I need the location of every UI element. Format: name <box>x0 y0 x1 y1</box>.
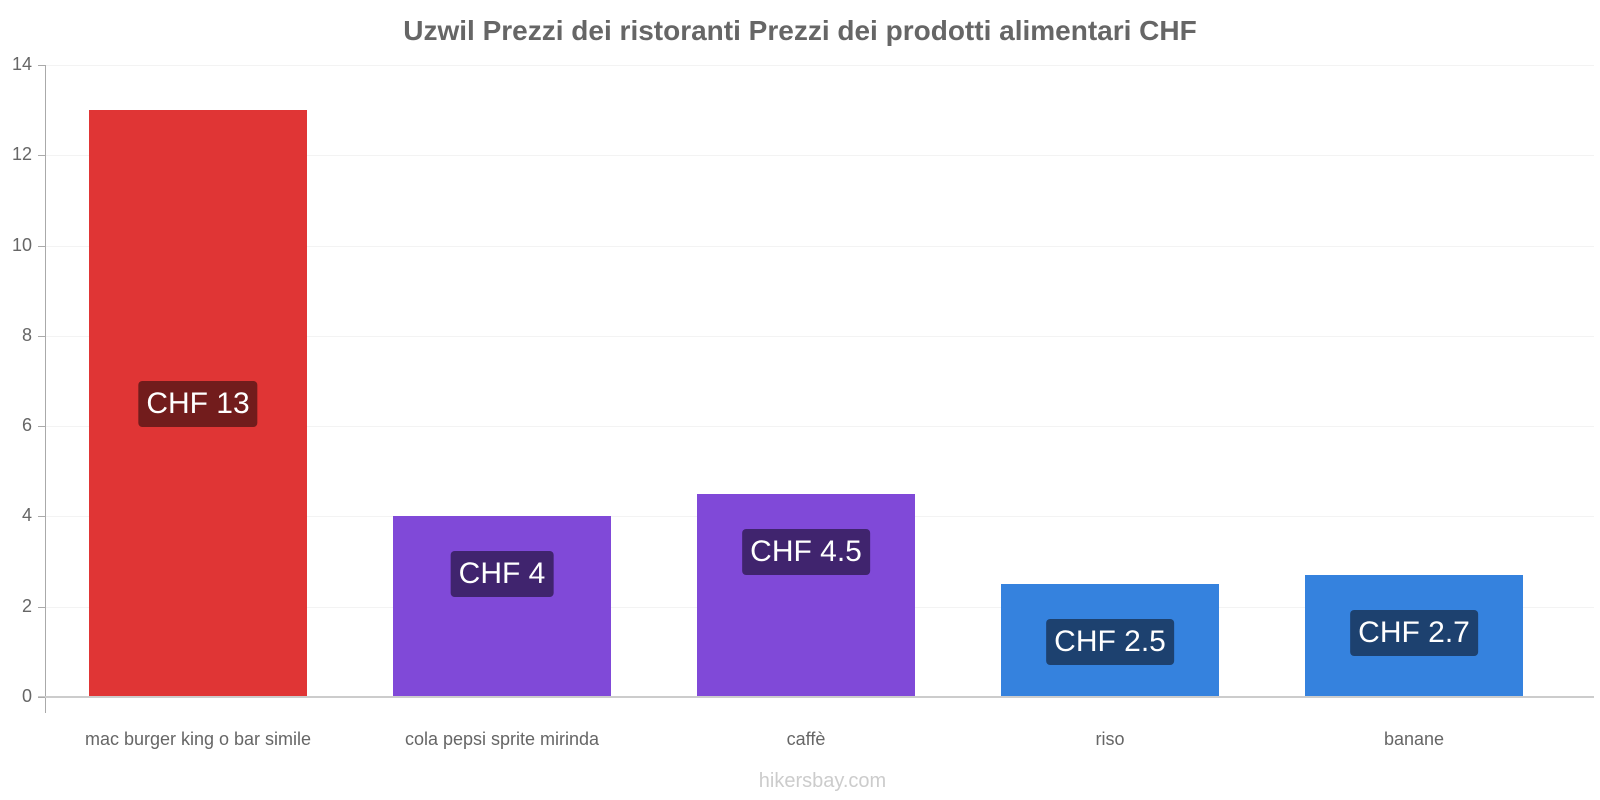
bar-value-label: CHF 13 <box>138 380 258 427</box>
credit-watermark: hikersbay.com <box>758 770 887 792</box>
y-tick-label: 4 <box>21 505 32 526</box>
x-axis-line <box>38 696 1594 698</box>
gridline <box>46 335 1594 337</box>
x-tick-label: mac burger king o bar simile <box>84 729 312 749</box>
plot-area <box>46 65 1594 697</box>
y-tick-label: 10 <box>11 234 32 255</box>
gridline <box>46 65 1594 66</box>
y-axis-line <box>45 65 46 713</box>
gridline <box>46 155 1594 157</box>
bar-value-label: CHF 2.5 <box>1046 619 1174 666</box>
bar-value-label: CHF 4.5 <box>742 528 870 575</box>
y-tick-mark <box>38 606 45 608</box>
x-tick-label: banane <box>1383 729 1445 749</box>
gridline <box>46 426 1594 428</box>
y-tick-mark <box>38 516 45 518</box>
y-tick-mark <box>38 245 45 247</box>
chart-title: Uzwil Prezzi dei ristoranti Prezzi dei p… <box>403 15 1197 46</box>
bar-value-label: CHF 4 <box>450 551 554 598</box>
y-tick-mark <box>38 426 45 428</box>
y-tick-label: 12 <box>11 144 32 165</box>
x-tick-label: cola pepsi sprite mirinda <box>404 729 600 749</box>
bar <box>393 516 611 697</box>
gridline <box>46 245 1594 247</box>
y-tick-mark <box>38 155 45 157</box>
x-tick-label: riso <box>1095 729 1125 749</box>
y-tick-mark <box>38 697 45 698</box>
y-tick-mark <box>38 335 45 337</box>
bar-value-label: CHF 2.7 <box>1350 610 1478 657</box>
y-tick-label: 0 <box>21 686 32 706</box>
y-tick-label: 14 <box>11 54 32 74</box>
bar <box>697 493 915 697</box>
y-tick-mark <box>38 65 45 66</box>
y-tick-label: 6 <box>21 415 32 436</box>
y-tick-label: 2 <box>21 595 32 616</box>
y-tick-label: 8 <box>21 324 32 345</box>
x-tick-label: caffè <box>786 729 826 749</box>
